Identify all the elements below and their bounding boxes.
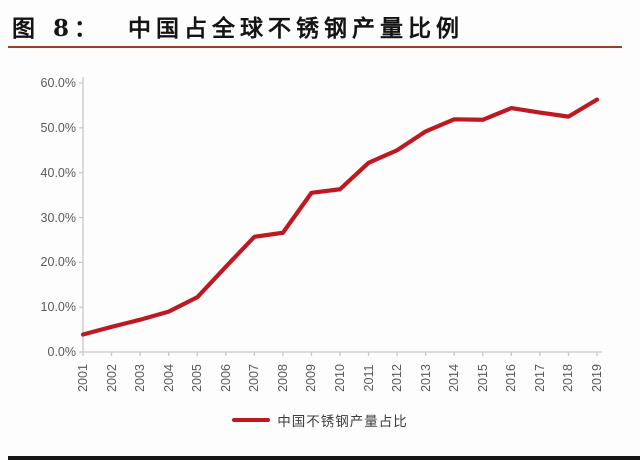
x-tick-label: 2006 — [218, 364, 233, 392]
y-tick-label: 40.0% — [40, 165, 76, 180]
y-tick-label: 10.0% — [40, 300, 76, 315]
figure-title: 图 8： 中国占全球不锈钢产量比例 — [12, 15, 465, 42]
title-underline — [8, 46, 622, 48]
x-tick-label: 2012 — [390, 364, 405, 392]
y-tick-label: 30.0% — [40, 210, 76, 225]
x-tick-label: 2019 — [590, 364, 604, 392]
x-tick-label: 2013 — [418, 364, 433, 392]
y-tick-label: 20.0% — [40, 255, 76, 270]
line-chart: 0.0% 10.0% 20.0% 30.0% 40.0% 50.0% 60.0% 2001 2… — [0, 52, 640, 402]
x-tick-label: 2018 — [561, 364, 576, 392]
x-tick-label: 2005 — [190, 364, 205, 392]
x-tick-label: 2008 — [275, 364, 290, 392]
x-tick-label: 2017 — [532, 364, 547, 392]
y-tick-label: 50.0% — [40, 120, 76, 135]
x-tick-label: 2015 — [475, 364, 490, 392]
plot-canvas — [79, 77, 602, 356]
bottom-bar — [8, 456, 640, 460]
x-tick-label: 2009 — [304, 364, 319, 392]
x-tick-label: 2001 — [76, 364, 90, 392]
legend-line-marker — [232, 418, 271, 422]
x-tick-label: 2003 — [133, 364, 148, 392]
legend-label: 中国不锈钢产量占比 — [277, 414, 408, 429]
x-tick-label: 2010 — [333, 364, 347, 392]
legend: 中国不锈钢产量占比 — [0, 409, 640, 431]
x-tick-label: 2014 — [447, 364, 462, 392]
x-tick-label: 2011 — [361, 364, 376, 392]
y-tick-label: 60.0% — [40, 76, 76, 90]
y-tick-label: 0.0% — [47, 345, 77, 359]
x-tick-label: 2007 — [247, 364, 262, 392]
x-tick-label: 2004 — [161, 364, 176, 392]
series-line — [80, 97, 600, 337]
x-tick-label: 2002 — [104, 364, 119, 392]
x-tick-label: 2016 — [504, 364, 519, 392]
